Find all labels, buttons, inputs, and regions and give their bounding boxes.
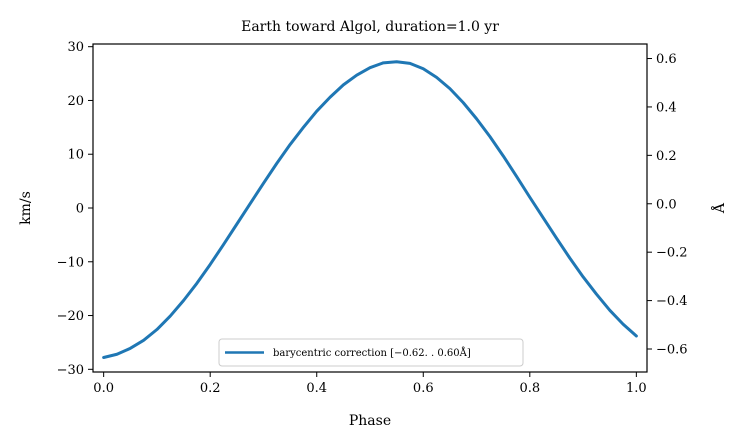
plot-area bbox=[93, 44, 647, 372]
y-tick-label: −20 bbox=[57, 309, 84, 324]
y-tick-label: 30 bbox=[67, 40, 84, 55]
y-right-tick-label: −0.2 bbox=[656, 246, 688, 261]
x-axis-label: Phase bbox=[349, 413, 391, 429]
y-tick-label: −10 bbox=[57, 255, 84, 270]
series-line-barycentric-correction bbox=[102, 60, 638, 359]
y-right-tick-label: 0.4 bbox=[656, 100, 677, 115]
y-tick-label: −30 bbox=[57, 363, 84, 378]
x-tick-label: 1.0 bbox=[626, 381, 647, 396]
y-tick-label: 0 bbox=[76, 202, 84, 217]
chart-title: Earth toward Algol, duration=1.0 yr bbox=[241, 19, 499, 35]
x-tick-label: 0.8 bbox=[519, 381, 540, 396]
y-tick-label: 20 bbox=[67, 94, 84, 109]
x-axis: 0.0 0.2 0.4 0.6 0.8 1.0 bbox=[93, 372, 647, 396]
y-axis-label: km/s bbox=[18, 191, 34, 225]
x-tick-label: 0.0 bbox=[93, 381, 114, 396]
y-tick-label: 10 bbox=[67, 148, 84, 163]
y-right-tick-label: −0.6 bbox=[656, 343, 688, 358]
y-right-tick-label: 0.0 bbox=[656, 197, 677, 212]
y-axis-left: −30 −20 −10 0 10 20 30 bbox=[57, 40, 93, 378]
legend-label: barycentric correction [−0.62. . 0.60Å] bbox=[273, 347, 471, 359]
y-right-tick-label: 0.6 bbox=[656, 52, 677, 67]
y-right-tick-label: −0.4 bbox=[656, 294, 688, 309]
y-axis-right-label: Å bbox=[710, 202, 728, 214]
y-right-tick-label: 0.2 bbox=[656, 149, 677, 164]
series-layer bbox=[102, 60, 638, 359]
x-tick-label: 0.4 bbox=[306, 381, 327, 396]
y-axis-right: −0.6 −0.4 −0.2 0.0 0.2 0.4 0.6 bbox=[647, 52, 688, 358]
legend-box bbox=[218, 338, 524, 367]
x-tick-label: 0.2 bbox=[200, 381, 221, 396]
legend: barycentric correction [−0.62. . 0.60Å] bbox=[218, 338, 524, 367]
x-tick-label: 0.6 bbox=[413, 381, 434, 396]
